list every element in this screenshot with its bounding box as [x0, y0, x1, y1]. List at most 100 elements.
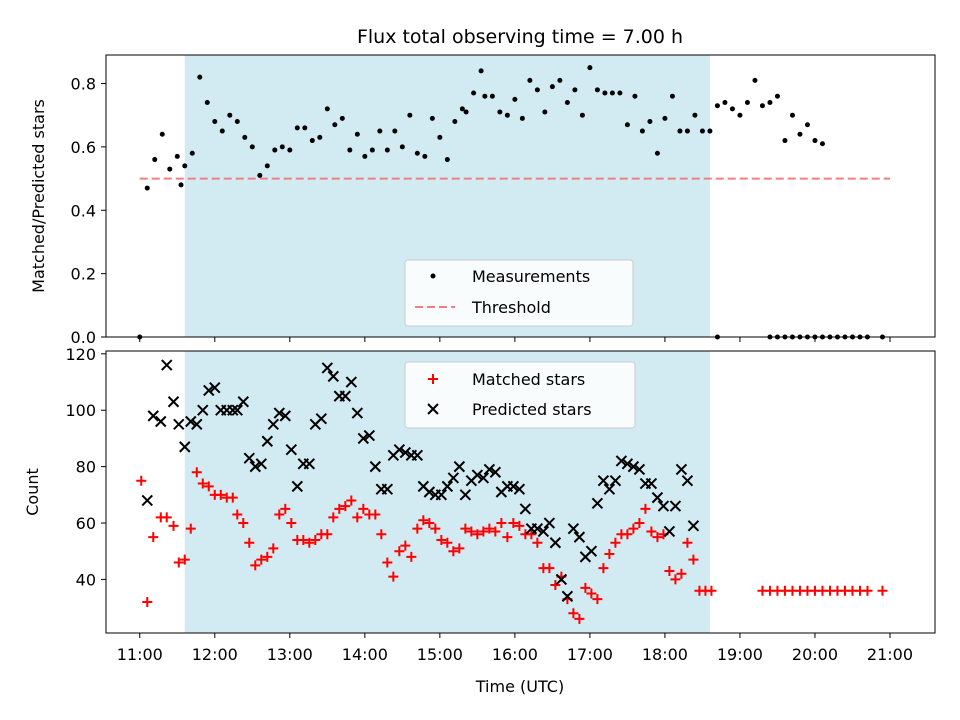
predicted-star-point [357, 432, 370, 445]
matched-star-point [168, 520, 179, 531]
matched-star-point [610, 537, 621, 548]
predicted-star-point [167, 396, 180, 408]
predicted-star-point [435, 489, 448, 501]
measurement-point [557, 77, 563, 83]
predicted-star-point [243, 452, 256, 464]
measurement-point [167, 166, 173, 172]
predicted-star-point [609, 475, 622, 487]
predicted-star-point [555, 573, 568, 586]
predicted-star-point [203, 384, 215, 397]
matched-star-point [460, 523, 471, 534]
measurement-point [242, 134, 248, 140]
predicted-star-point [147, 410, 159, 422]
measurement-point [654, 150, 660, 156]
matched-star-point [197, 478, 208, 489]
legend-matched-marker [428, 374, 438, 384]
measurement-point [729, 106, 735, 112]
predicted-star-point [285, 443, 298, 456]
bottom-y-axis: 40 60 80 100 120 [65, 345, 106, 589]
matched-star-point [370, 509, 381, 520]
top-y-tick-label: 0.8 [71, 75, 96, 94]
predicted-star-point [651, 491, 664, 504]
predicted-star-point [185, 415, 197, 428]
measurement-point [504, 112, 510, 118]
top-y-tick-label: 0.2 [71, 265, 96, 284]
predicted-star-point [315, 412, 328, 425]
predicted-star-point [191, 418, 203, 431]
measurement-point [264, 163, 270, 169]
measurement-point [182, 163, 188, 169]
predicted-star-point [141, 494, 153, 507]
predicted-star-point [351, 407, 364, 419]
predicted-star-point [597, 475, 610, 487]
predicted-star-point [237, 396, 249, 408]
matched-star-point [244, 537, 255, 548]
bottom-x-tick-label: 13:00 [267, 645, 313, 664]
bottom-x-tick-label: 14:00 [342, 645, 388, 664]
predicted-star-point [645, 477, 658, 490]
predicted-star-point [591, 497, 604, 509]
measurement-point [422, 153, 428, 159]
predicted-star-point [369, 460, 382, 473]
measurement-point [759, 103, 765, 109]
measurement-point [714, 103, 720, 109]
measurement-point [519, 115, 525, 121]
measurement-point [362, 153, 368, 159]
matched-star-point [232, 509, 243, 520]
top-plot-frame [105, 54, 936, 338]
predicted-star-point [249, 460, 262, 473]
matched-star-point [478, 526, 489, 537]
predicted-star-point [227, 404, 239, 416]
top-y-axis-label: Matched/Predicted stars [29, 99, 48, 293]
measurement-point [287, 147, 293, 153]
measurement-point [684, 128, 690, 134]
matched-star-point [286, 518, 297, 529]
matched-star-point [484, 523, 495, 534]
measurement-point [399, 144, 405, 150]
matched-star-point [442, 537, 453, 548]
matched-star-point [256, 554, 267, 565]
predicted-star-point [393, 443, 406, 456]
matched-star-point [436, 534, 447, 545]
top-legend: Measurements Threshold [404, 259, 634, 327]
predicted-star-point [273, 407, 286, 419]
measurement-point [354, 131, 360, 137]
matched-star-point [514, 520, 525, 531]
measurement-point [257, 172, 263, 178]
predicted-star-point [549, 537, 562, 549]
measurement-point [444, 157, 450, 163]
measurement-point [189, 150, 195, 156]
matched-star-point [640, 503, 651, 514]
predicted-star-point [633, 463, 646, 476]
measurement-point [369, 147, 375, 153]
measurement-point [178, 182, 184, 188]
predicted-star-point [411, 449, 424, 462]
measurement-point [639, 128, 645, 134]
predicted-star-point [155, 415, 167, 428]
matched-star-point [173, 557, 184, 568]
bottom-plot-marks [136, 359, 888, 624]
matched-star-point [334, 503, 345, 514]
measurement-point [692, 112, 698, 118]
measurement-point [542, 109, 548, 115]
bottom-x-tick-label: 18:00 [642, 645, 688, 664]
predicted-star-point [231, 404, 243, 416]
matched-star-point [382, 557, 393, 568]
legend-measurements-label: Measurements [472, 267, 590, 286]
measurement-point [744, 100, 750, 106]
predicted-star-point [327, 370, 340, 383]
predicted-star-point [339, 390, 352, 402]
top-y-tick-label: 0.0 [71, 328, 96, 347]
bottom-x-tick-label: 11:00 [117, 645, 163, 664]
bottom-x-tick-label: 12:00 [192, 645, 238, 664]
top-chart-title: Flux total observing time = 7.00 h [357, 26, 683, 48]
measurement-point [197, 74, 203, 80]
matched-star-point [203, 481, 214, 492]
predicted-star-point [513, 483, 526, 495]
measurement-point [774, 93, 780, 99]
predicted-star-point [381, 483, 394, 495]
matched-star-point [406, 551, 417, 562]
matched-star-point [268, 543, 279, 554]
predicted-star-point [687, 520, 700, 532]
